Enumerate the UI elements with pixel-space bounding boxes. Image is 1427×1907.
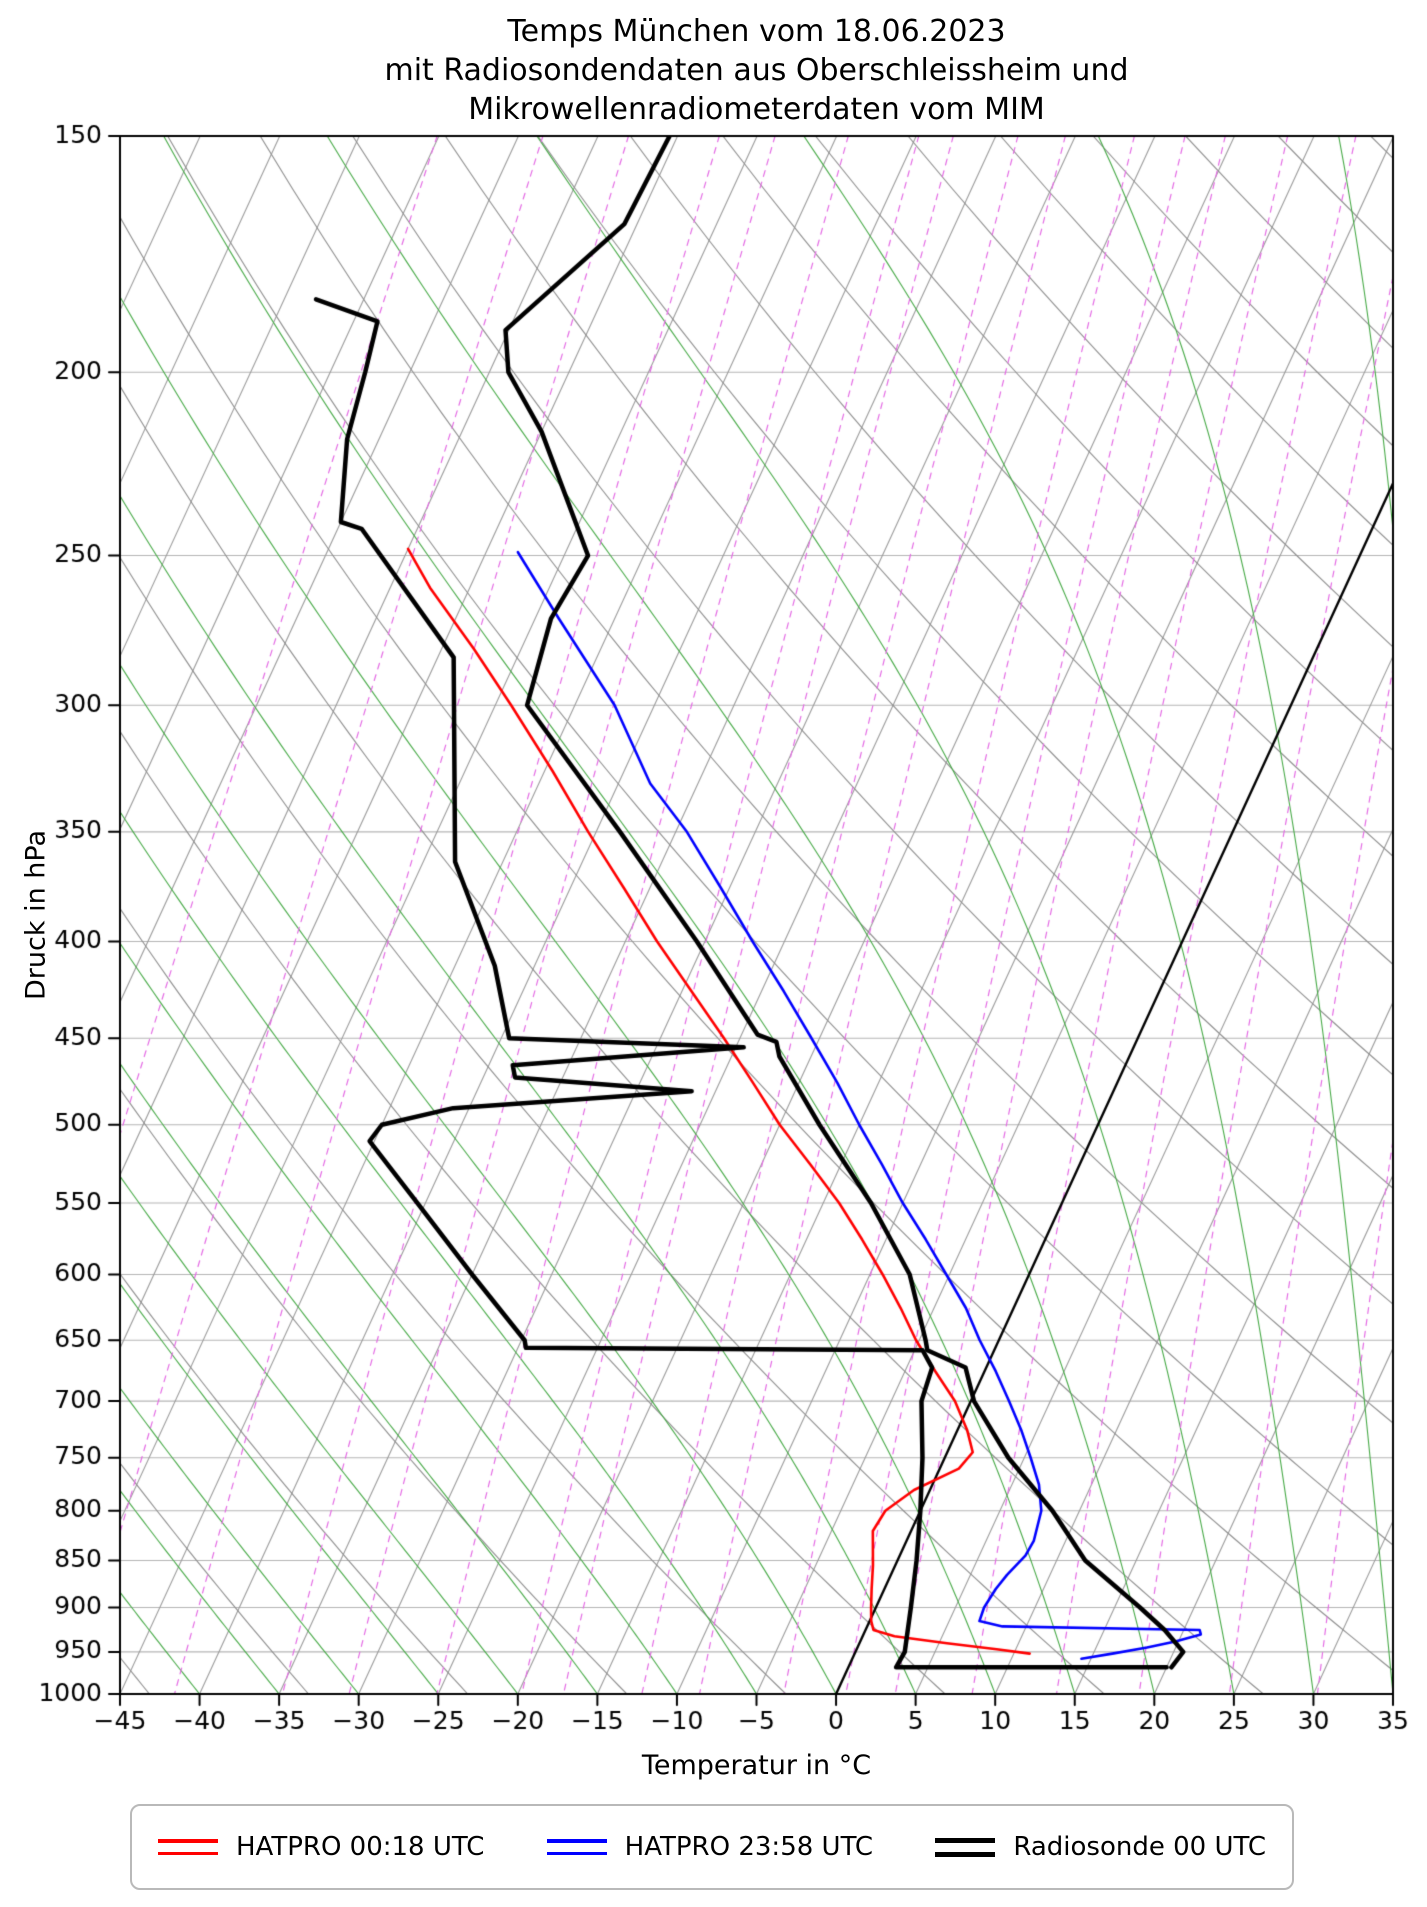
chart-title-line-2: mit Radiosondendaten aus Oberschleisshei… bbox=[384, 53, 1129, 88]
legend-label: HATPRO 23:58 UTC bbox=[624, 1832, 874, 1862]
legend-item-radiosonde: Radiosonde 00 UTC bbox=[935, 1832, 1266, 1862]
legend-key-black-line bbox=[935, 1837, 996, 1857]
legend-key-blue-line bbox=[546, 1839, 607, 1855]
chart-legend: HATPRO 00:18 UTC HATPRO 23:58 UTC Radios… bbox=[130, 1804, 1294, 1890]
chart-title: Temps München vom 18.06.2023 mit Radioso… bbox=[0, 12, 1427, 129]
legend-item-hatpro-2358: HATPRO 23:58 UTC bbox=[546, 1832, 874, 1862]
legend-label: HATPRO 00:18 UTC bbox=[236, 1832, 485, 1862]
x-axis-label: Temperatur in °C bbox=[641, 1750, 872, 1781]
chart-title-line-1: Temps München vom 18.06.2023 bbox=[507, 14, 1006, 49]
legend-label: Radiosonde 00 UTC bbox=[1013, 1832, 1266, 1862]
chart-title-line-3: Mikrowellenradiometerdaten vom MIM bbox=[468, 92, 1045, 127]
y-axis-label: Druck in hPa bbox=[20, 830, 52, 1000]
legend-key-red-line bbox=[158, 1839, 218, 1855]
legend-item-hatpro-0018: HATPRO 00:18 UTC bbox=[158, 1832, 484, 1862]
